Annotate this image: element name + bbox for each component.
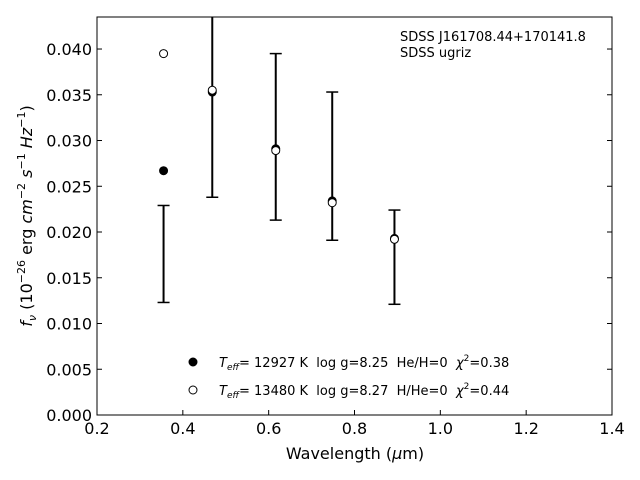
- x-tick-label: 1.2: [513, 419, 538, 438]
- annotation-filters: SDSS ugriz: [400, 46, 471, 61]
- y-axis-label: fν (10−26 erg cm−2 s−1 Hz−1): [15, 105, 39, 326]
- tick-labels: 0.2 0.4 0.6 0.8 1.0 1.2 1.4 0.000 0.005 0.010 0.01…: [46, 40, 625, 438]
- legend-label: Teff= 13480 K log g=8.27 H/He=0 χ2=0.44: [219, 382, 509, 401]
- legend: Teff= 12927 K log g=8.25 He/H=0 χ2=0.38 …: [188, 354, 509, 401]
- x-tick-label: 0.2: [84, 419, 109, 438]
- legend-marker-filled: [188, 357, 198, 367]
- y-tick-label: 0.035: [46, 86, 92, 105]
- point-open: [327, 198, 337, 208]
- data-points: [159, 49, 399, 244]
- plot-frame: [96, 16, 613, 416]
- x-tick-label: 0.6: [256, 419, 281, 438]
- x-axis-label: Wavelength (μm): [286, 444, 424, 463]
- y-tick-label: 0.030: [46, 132, 92, 151]
- legend-entry: Teff= 13480 K log g=8.27 H/He=0 χ2=0.44: [188, 382, 509, 401]
- x-tick-label: 1.0: [428, 419, 453, 438]
- axis-ticks: [96, 48, 613, 416]
- x-tick-label: 1.4: [599, 419, 624, 438]
- y-tick-label: 0.040: [46, 40, 92, 59]
- point-filled: [159, 166, 169, 176]
- y-tick-label: 0.015: [46, 269, 92, 288]
- x-tick-label: 0.4: [170, 419, 195, 438]
- y-tick-label: 0.000: [46, 406, 92, 425]
- point-open: [271, 146, 281, 156]
- legend-marker-open: [188, 385, 198, 395]
- y-tick-label: 0.005: [46, 360, 92, 379]
- x-tick-label: 0.8: [342, 419, 367, 438]
- y-tick-label: 0.020: [46, 223, 92, 242]
- plot-area: [96, 16, 613, 416]
- error-bars: [157, 17, 401, 306]
- point-open: [207, 85, 217, 95]
- annotation-object: SDSS J161708.44+170141.8: [400, 30, 586, 45]
- y-tick-label: 0.010: [46, 315, 92, 334]
- point-open: [159, 49, 169, 59]
- legend-entry: Teff= 12927 K log g=8.25 He/H=0 χ2=0.38: [188, 354, 509, 373]
- y-tick-label: 0.025: [46, 177, 92, 196]
- legend-label: Teff= 12927 K log g=8.25 He/H=0 χ2=0.38: [219, 354, 509, 373]
- point-open: [389, 234, 399, 244]
